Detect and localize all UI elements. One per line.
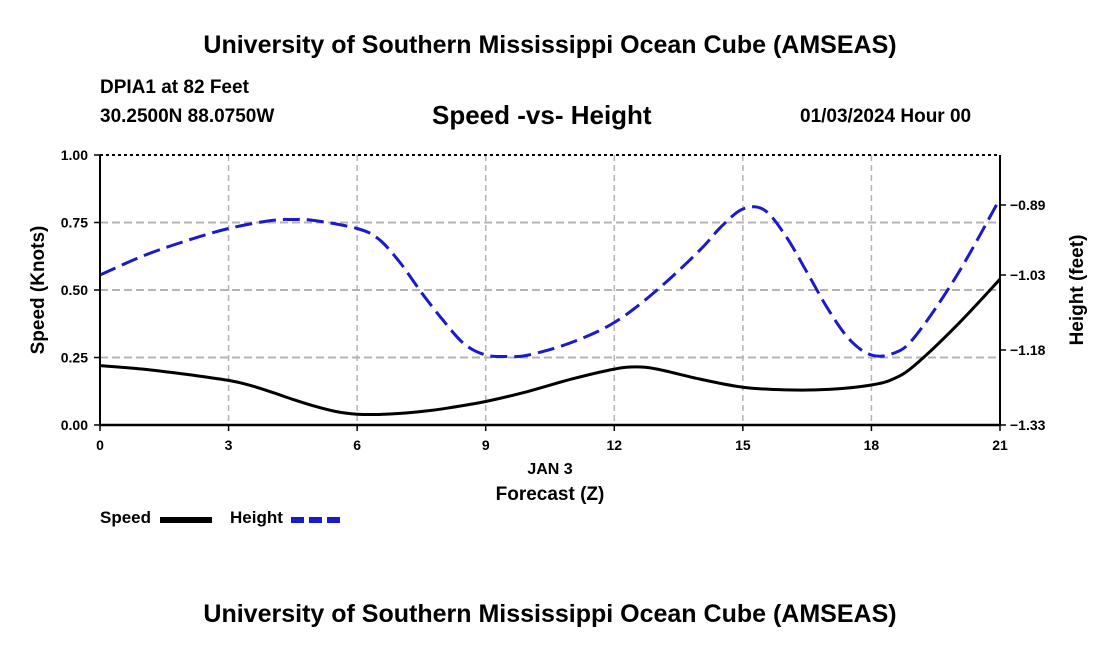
x-tick-label: 12 [606,437,622,453]
y-axis-title: Speed (Knots) [28,226,49,355]
axes-layer [94,154,1006,431]
x-axis-date-label: JAN 3 [527,461,572,478]
x-tick-label: 21 [992,437,1008,453]
y-tick-label: 1.00 [61,147,88,163]
y-tick-label: 0.75 [61,215,88,231]
x-tick-label: 9 [482,437,490,453]
y-tick-label: 0.50 [61,282,88,298]
y2-tick-label: −1.18 [1010,342,1046,358]
x-axis-title: Forecast (Z) [496,484,605,505]
legend-height-swatch [291,517,343,523]
y-tick-label: 0.00 [61,417,88,433]
x-tick-label: 6 [353,437,361,453]
x-tick-label: 3 [225,437,233,453]
legend-speed-swatch [160,517,212,523]
y2-axis-title: Height (feet) [1067,235,1088,346]
forecast-datetime: 01/03/2024 Hour 00 [800,106,972,127]
y2-tick-label: −1.33 [1010,417,1046,433]
x-tick-label: 18 [864,437,880,453]
legend-speed-label: Speed [100,508,152,527]
grid-layer [100,155,1000,425]
footer-title: University of Southern Mississippi Ocean… [203,600,897,628]
station-label: DPIA1 at 82 Feet [100,77,249,98]
x-tick-label: 0 [96,437,104,453]
chart-main-title: University of Southern Mississippi Ocean… [203,31,897,59]
y2-tick-label: −1.03 [1010,267,1046,283]
y-tick-label: 0.25 [61,350,88,366]
labels-layer: 0 3 6 9 12 15 18 21 0.00 0.25 0.50 0.75 1.00 −1.33 −1.… [28,147,1088,505]
y2-tick-label: −0.89 [1010,197,1046,213]
chart-subtitle: Speed -vs- Height [432,100,652,130]
series-line-speed [99,278,1002,417]
legend-height-label: Height [230,508,283,527]
series-layer [99,197,1002,417]
coordinates-label: 30.2500N 88.0750W [100,106,275,127]
x-tick-label: 15 [735,437,751,453]
series-line-height [99,197,1002,359]
